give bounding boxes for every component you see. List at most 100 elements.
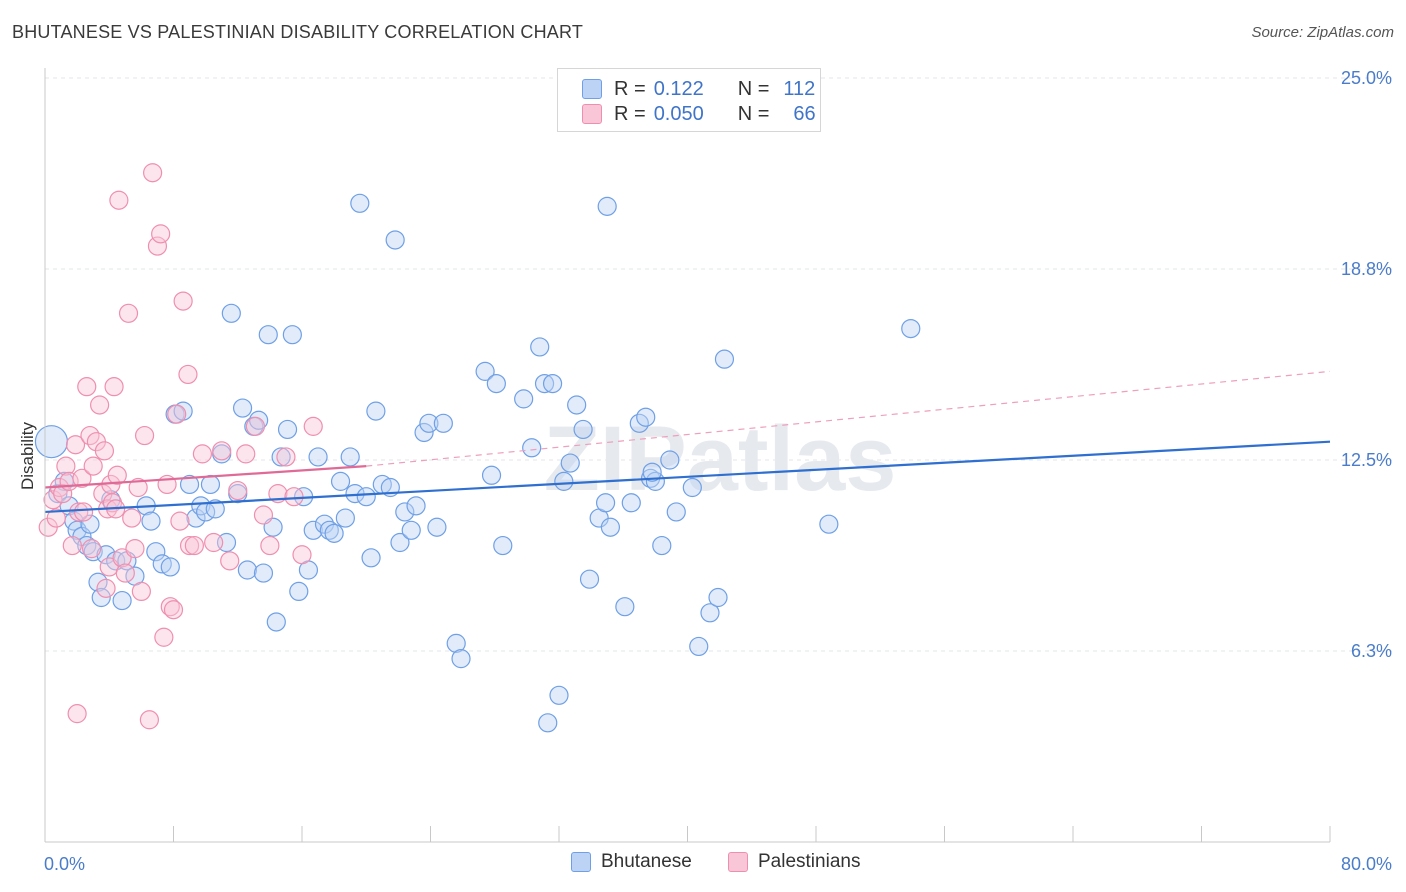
bhutanese-point (308, 447, 328, 467)
bhutanese-point (534, 374, 555, 394)
bhutanese-point (597, 196, 617, 216)
bhutanese-point (446, 633, 466, 653)
bhutanese-point (366, 401, 386, 421)
bhutanese-point (112, 590, 132, 611)
bhutanese-point (475, 361, 495, 381)
bhutanese-point (636, 407, 656, 427)
bhutanese-point (579, 569, 600, 589)
bhutanese-point (642, 462, 662, 482)
legend-swatch-bhutanese (582, 79, 602, 99)
bhutanese-point (340, 447, 360, 467)
palestinian-point (134, 425, 155, 446)
bhutanese-point (179, 474, 200, 495)
palestinian-point (139, 710, 160, 730)
bhutanese-point (621, 493, 641, 513)
bhutanese-point (530, 337, 550, 357)
axes: 6.3% 12.5% 18.8% 25.0% 0.0% 80.0% (44, 68, 1392, 874)
trend-lines (44, 370, 1331, 514)
palestinian-point (46, 508, 66, 528)
watermark: ZIPatlas (544, 408, 897, 510)
y-tick-label: 6.3% (1351, 641, 1392, 661)
bhutanese-point (330, 471, 351, 491)
palestinian-point (53, 484, 73, 504)
bhutanese-point (660, 450, 680, 470)
bhutanese-point (433, 413, 453, 433)
palestinian-point (83, 456, 103, 476)
bhutanese-point (34, 425, 69, 459)
bhutanese-point (266, 612, 286, 632)
bhutanese-point (819, 514, 839, 534)
legend-row-bhutanese: R = 0.122 N = 112 (582, 77, 815, 101)
bhutanese-point (682, 477, 702, 498)
legend-n-value: 112 (783, 77, 816, 100)
palestinian-point (303, 416, 323, 436)
palestinian-point (94, 441, 115, 461)
bhutanese-point (395, 502, 415, 522)
legend-n-label: N = (737, 102, 770, 125)
palestinian-point (184, 535, 204, 556)
bhutanese-point (451, 649, 471, 669)
palestinian-point (163, 600, 184, 620)
bhutanese-point (390, 532, 410, 553)
bhutanese-point (600, 517, 621, 537)
palestinian-point (284, 487, 304, 507)
bhutanese-point (282, 325, 302, 345)
bhutanese-point (666, 502, 686, 522)
bhutanese-point (700, 603, 720, 623)
legend-r-value: 0.122 (653, 77, 704, 100)
bhutanese-point (271, 447, 291, 467)
bhutanese-point (200, 474, 221, 495)
bhutanese-point (493, 535, 513, 556)
palestinian-point (65, 435, 86, 455)
palestinian-point (292, 545, 312, 565)
bhutanese-point (560, 453, 580, 473)
legend-swatch-palestinians (582, 104, 602, 124)
bhutanese-point (96, 545, 116, 565)
bhutanese-point (324, 523, 344, 543)
bhutanese-point (708, 587, 728, 608)
palestinian-point (73, 502, 94, 522)
legend-row-palestinians: R = 0.050 N = 66 (582, 102, 816, 126)
palestinian-point (178, 364, 198, 385)
bhutanese-point (406, 496, 426, 516)
palestinian-point (118, 303, 139, 323)
palestinian-point (245, 416, 266, 436)
palestinian-point (56, 456, 76, 476)
bhutanese-point (615, 597, 635, 617)
palestinian-point (107, 465, 127, 485)
y-tick-label: 12.5% (1341, 450, 1392, 470)
bottom-legend-label-palestinians: Palestinians (758, 851, 861, 872)
bhutanese-point (303, 520, 323, 540)
bhutanese-point (573, 419, 593, 440)
palestinian-point (147, 236, 168, 256)
palestinian-point (67, 704, 87, 724)
palestinian-point (236, 444, 256, 464)
palestinian-point (104, 377, 124, 397)
legend-n-value: 66 (793, 102, 816, 125)
legend-n-label: N = (737, 77, 770, 100)
bhutanese-points (34, 193, 921, 733)
bhutanese-point (901, 318, 921, 339)
palestinian-point (173, 291, 193, 311)
bhutanese-point (186, 508, 206, 528)
bottom-legend-bhutanese: Bhutanese (571, 851, 692, 873)
palestinian-point (212, 441, 232, 461)
bhutanese-point (253, 563, 274, 583)
bhutanese-point (486, 374, 506, 394)
palestinian-point (109, 190, 129, 210)
bhutanese-point (401, 520, 421, 540)
x-tick-label: 0.0% (44, 854, 85, 874)
palestinian-point (69, 502, 89, 522)
bhutanese-point (542, 374, 563, 394)
palestinian-point (151, 224, 171, 244)
bhutanese-point (567, 395, 587, 415)
palestinian-point (253, 505, 274, 525)
palestinian-point (167, 404, 187, 424)
bottom-legend-palestinians: Palestinians (728, 851, 860, 873)
legend-r-label: R = (614, 77, 646, 100)
legend-r-value: 0.050 (653, 102, 704, 125)
palestinian-point (115, 563, 135, 583)
palestinian-points (38, 163, 323, 730)
bhutanese-point (289, 581, 309, 602)
